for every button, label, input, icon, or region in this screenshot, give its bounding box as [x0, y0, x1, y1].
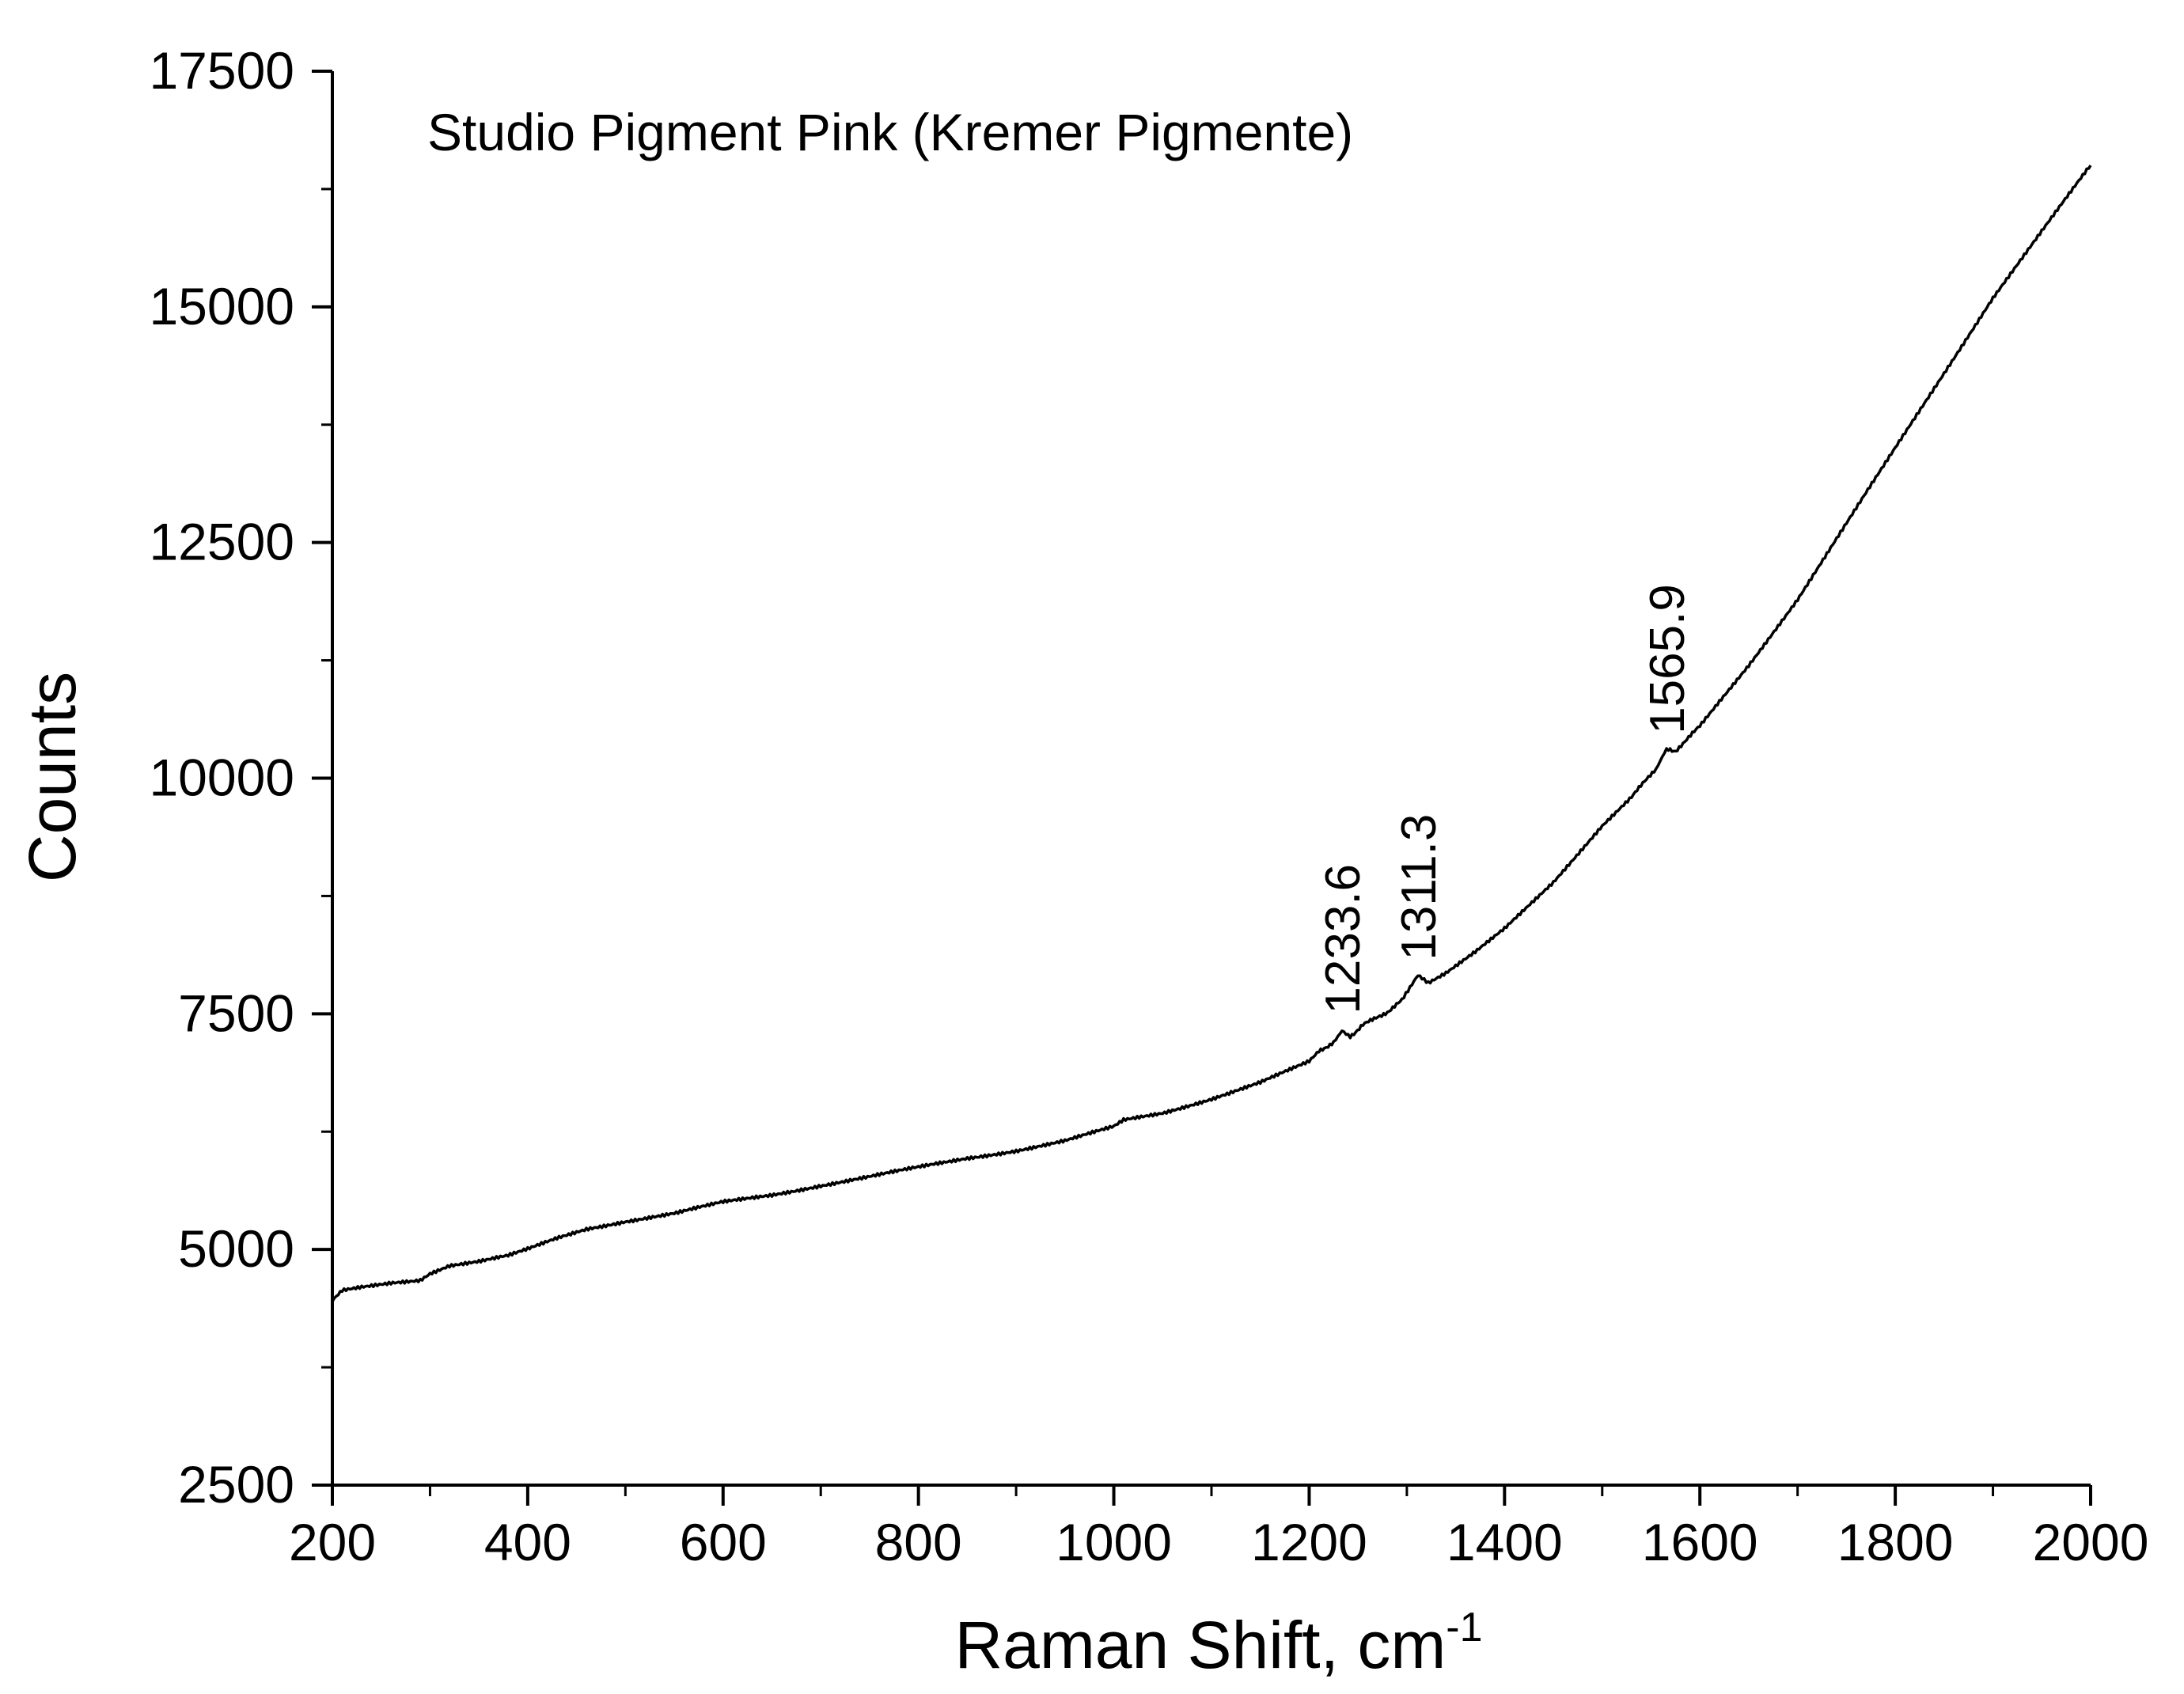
x-tick-label: 1400: [1447, 1513, 1563, 1571]
y-tick-label: 2500: [178, 1455, 294, 1514]
peak-annotation: 1565.9: [1640, 584, 1695, 734]
y-axis-title: Counts: [15, 672, 89, 882]
x-axis-title-superscript: -1: [1446, 1605, 1482, 1650]
x-tick-label: 200: [289, 1513, 376, 1571]
axes: [331, 71, 2091, 1487]
y-tick-label: 10000: [149, 748, 294, 807]
y-tick-label: 5000: [178, 1219, 294, 1278]
tick-labels: 200 400 600 800 1000 1200 1400 1600 1800 2000 2500…: [149, 41, 2148, 1571]
x-tick-label: 400: [484, 1513, 571, 1571]
x-tick-label: 1600: [1642, 1513, 1758, 1571]
ticks: [312, 70, 2092, 1506]
x-tick-label: 2000: [2033, 1513, 2149, 1571]
x-tick-label: 600: [680, 1513, 767, 1571]
chart-title: Studio Pigment Pink (Kremer Pigmente): [427, 103, 1353, 161]
x-tick-label: 800: [875, 1513, 962, 1571]
x-axis-title-text: Raman Shift, cm: [954, 1608, 1446, 1682]
x-axis-title: Raman Shift, cm-1: [954, 1605, 1482, 1682]
x-tick-label: 1000: [1056, 1513, 1172, 1571]
x-tick-label: 1800: [1837, 1513, 1954, 1571]
plot-lines: [331, 165, 2092, 1302]
peak-annotation: 1233.6: [1316, 864, 1371, 1014]
series-line-0: [331, 165, 2092, 1302]
y-tick-label: 7500: [178, 983, 294, 1042]
y-tick-label: 15000: [149, 277, 294, 335]
peak-annotation: 1311.3: [1392, 814, 1447, 961]
annotations: 1233.6 1311.3 1565.9: [1316, 584, 1695, 1014]
y-tick-label: 17500: [149, 41, 294, 100]
x-tick-label: 1200: [1251, 1513, 1367, 1571]
y-tick-label: 12500: [149, 513, 294, 571]
